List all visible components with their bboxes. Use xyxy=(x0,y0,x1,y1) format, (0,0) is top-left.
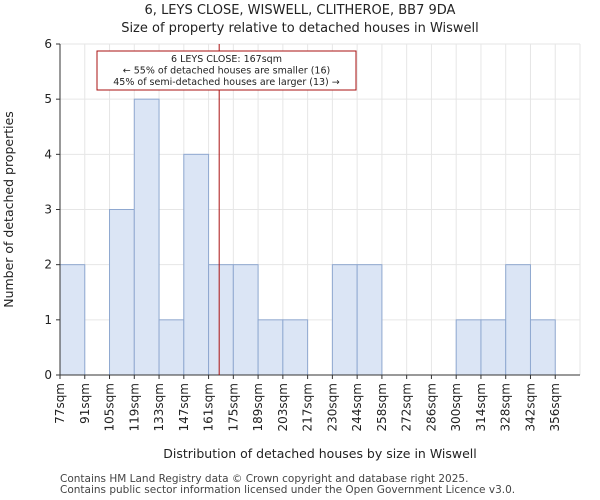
x-tick-label-4: 133sqm xyxy=(152,383,166,431)
bar-300sqm xyxy=(455,319,482,376)
bar-328sqm xyxy=(505,264,531,376)
bar-119sqm xyxy=(133,98,160,376)
x-tick-label-18: 328sqm xyxy=(499,383,513,431)
chart-subtitle: Size of property relative to detached ho… xyxy=(121,21,479,36)
x-tick-label-16: 300sqm xyxy=(449,383,463,431)
y-tick-label-0: 0 xyxy=(44,368,52,382)
annotation-line-1: 6 LEYS CLOSE: 167sqm xyxy=(171,54,282,65)
x-tick-label-7: 175sqm xyxy=(226,383,240,431)
x-tick-label-14: 272sqm xyxy=(400,383,414,431)
y-tick-label-4: 4 xyxy=(44,147,52,161)
bar-244sqm xyxy=(356,264,383,376)
y-axis-label: Number of detached properties xyxy=(1,111,16,308)
y-tick-label-6: 6 xyxy=(44,37,52,51)
bar-189sqm xyxy=(257,319,284,376)
x-tick-label-13: 258sqm xyxy=(375,383,389,431)
chart-title: 6, LEYS CLOSE, WISWELL, CLITHEROE, BB7 9… xyxy=(144,3,456,18)
annotation-box xyxy=(96,50,357,91)
bar-77sqm xyxy=(59,264,86,376)
footer-line-2: Contains public sector information licen… xyxy=(60,484,516,496)
bar-147sqm xyxy=(183,153,210,376)
bar-175sqm xyxy=(232,264,259,376)
x-tick-label-8: 189sqm xyxy=(251,383,265,431)
y-tick-label-2: 2 xyxy=(44,258,52,272)
x-tick-label-3: 119sqm xyxy=(127,383,141,431)
bar-105sqm xyxy=(109,209,135,376)
x-tick-label-11: 230sqm xyxy=(325,383,339,431)
x-tick-label-15: 286sqm xyxy=(424,383,438,431)
x-tick-label-5: 147sqm xyxy=(177,383,191,431)
x-axis-label: Distribution of detached houses by size … xyxy=(163,446,477,461)
x-tick-label-2: 105sqm xyxy=(103,383,117,431)
y-tick-label-5: 5 xyxy=(44,92,52,106)
footer-line-1: Contains HM Land Registry data © Crown c… xyxy=(60,473,469,485)
x-tick-label-9: 203sqm xyxy=(276,383,290,431)
bar-314sqm xyxy=(480,319,507,376)
x-tick-label-1: 91sqm xyxy=(78,383,92,424)
bar-203sqm xyxy=(282,319,309,376)
x-tick-label-10: 217sqm xyxy=(301,383,315,431)
x-tick-label-19: 342sqm xyxy=(523,383,537,431)
x-tick-label-12: 244sqm xyxy=(350,383,364,431)
y-tick-label-1: 1 xyxy=(44,313,52,327)
x-tick-label-20: 356sqm xyxy=(548,383,562,431)
annotation-line-3: 45% of semi-detached houses are larger (… xyxy=(113,77,340,88)
bar-230sqm xyxy=(331,264,358,376)
y-tick-label-3: 3 xyxy=(44,203,52,217)
x-tick-label-0: 77sqm xyxy=(53,383,67,424)
bar-342sqm xyxy=(529,319,556,376)
annotation-line-2: ← 55% of detached houses are smaller (16… xyxy=(123,66,330,77)
x-tick-label-6: 161sqm xyxy=(202,383,216,431)
x-tick-label-17: 314sqm xyxy=(474,383,488,431)
bar-161sqm xyxy=(208,264,234,376)
bar-133sqm xyxy=(158,319,185,376)
